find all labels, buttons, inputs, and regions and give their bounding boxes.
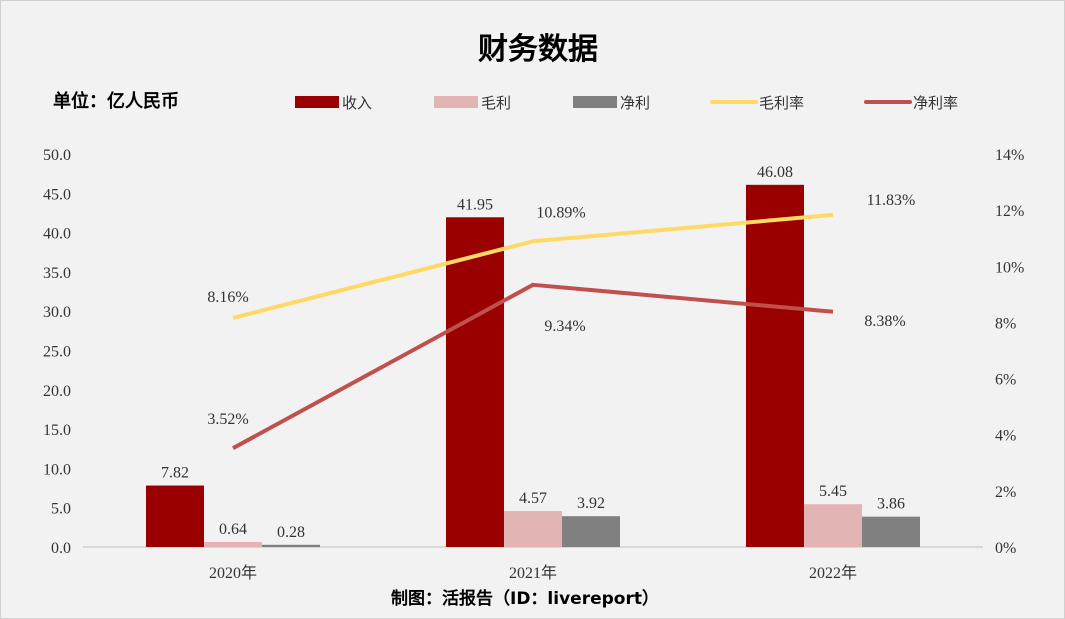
footer-credit: 制图：活报告（ID：livereport）: [391, 588, 659, 609]
bar-净利: [262, 544, 320, 547]
line-毛利率: [232, 212, 834, 320]
bar-收入: [746, 184, 804, 547]
y-left-tick-label: 50.0: [43, 147, 71, 164]
legend-label: 净利: [620, 94, 650, 112]
unit-label: 单位：亿人民币: [53, 90, 179, 112]
y-left-tick-label: 30.0: [43, 304, 71, 321]
x-tick-label: 2022年: [809, 564, 857, 582]
y-left-tick-label: 5.0: [51, 501, 71, 518]
y-left-tick-label: 15.0: [43, 422, 71, 439]
legend-swatch: [434, 96, 478, 108]
y-left-tick-label: 20.0: [43, 383, 71, 400]
lines: [232, 212, 834, 450]
bar-收入: [446, 217, 504, 547]
bars: [146, 184, 920, 547]
legend: 收入 毛利 净利 毛利率 净利率: [295, 94, 958, 112]
line-data-label: 8.16%: [207, 289, 248, 306]
bar-毛利: [204, 541, 262, 547]
y-right-tick-label: 2%: [995, 484, 1016, 501]
y-right-tick-label: 6%: [995, 372, 1016, 389]
bar-毛利: [504, 511, 562, 547]
chart-title: 财务数据: [478, 32, 598, 67]
data-labels: 7.82 41.95 46.08 0.64 4.57 5.45 0.28 3.92 3.86 8.…: [161, 164, 915, 541]
line-data-label: 11.83%: [867, 192, 916, 209]
y-left-tick-label: 10.0: [43, 461, 71, 478]
y-right-tick-label: 4%: [995, 428, 1016, 445]
bar-data-label: 7.82: [161, 465, 189, 482]
y-right-tick-label: 14%: [995, 147, 1024, 164]
bar-data-label: 46.08: [757, 164, 793, 181]
bar-data-label: 4.57: [519, 490, 547, 507]
bar-净利: [862, 516, 920, 547]
x-tick-label: 2021年: [509, 564, 557, 582]
bar-data-label: 41.95: [457, 196, 493, 213]
legend-label: 收入: [342, 94, 372, 112]
line-data-label: 8.38%: [864, 313, 905, 330]
bar-data-label: 5.45: [819, 483, 847, 500]
line-data-label: 10.89%: [536, 204, 585, 221]
y-left-tick-label: 40.0: [43, 226, 71, 243]
y-left-tick-label: 25.0: [43, 344, 71, 361]
bar-净利: [562, 516, 620, 547]
legend-label: 毛利: [481, 94, 511, 112]
legend-label: 净利率: [913, 94, 958, 112]
x-tick-label: 2020年: [209, 564, 257, 582]
legend-label: 毛利率: [759, 94, 804, 112]
bar-收入: [146, 485, 204, 547]
y-left-tick-label: 0.0: [51, 540, 71, 557]
line-净利率: [232, 282, 834, 450]
y-right-tick-label: 0%: [995, 540, 1016, 557]
bar-data-label: 3.86: [877, 496, 905, 513]
bar-data-label: 0.28: [277, 524, 305, 541]
y-right-tick-label: 12%: [995, 203, 1024, 220]
line-data-label: 9.34%: [544, 318, 585, 335]
bar-data-label: 0.64: [219, 521, 247, 538]
bar-data-label: 3.92: [577, 495, 605, 512]
bar-毛利: [804, 504, 862, 547]
y-left-tick-label: 45.0: [43, 186, 71, 203]
legend-swatch: [573, 96, 617, 108]
line-data-label: 3.52%: [207, 411, 248, 428]
legend-swatch: [295, 96, 339, 108]
y-left-tick-label: 35.0: [43, 265, 71, 282]
y-right-tick-label: 10%: [995, 259, 1024, 276]
y-right-tick-label: 8%: [995, 315, 1016, 332]
axes: 0.0 5.0 10.0 15.0 20.0 25.0 30.0 35.0 40.0 45.0 50…: [43, 147, 1024, 582]
